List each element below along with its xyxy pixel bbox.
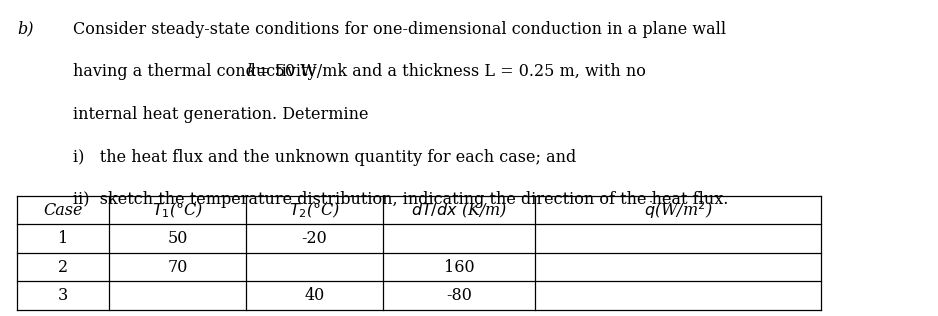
Text: ii)  sketch the temperature distribution, indicating the direction of the heat f: ii) sketch the temperature distribution,… (73, 191, 729, 208)
Text: $T_1$(°C): $T_1$(°C) (152, 200, 204, 220)
Text: $T_2$(°C): $T_2$(°C) (289, 200, 340, 220)
Text: Case: Case (43, 202, 83, 219)
Text: 70: 70 (168, 258, 188, 276)
Text: $dT/dx$ (K/m): $dT/dx$ (K/m) (411, 201, 507, 220)
Text: 40: 40 (304, 287, 325, 304)
Text: 1: 1 (58, 230, 68, 247)
Text: having a thermal conductivity: having a thermal conductivity (73, 63, 322, 80)
Text: Consider steady-state conditions for one-dimensional conduction in a plane wall: Consider steady-state conditions for one… (73, 21, 726, 38)
Text: internal heat generation. Determine: internal heat generation. Determine (73, 106, 369, 123)
Text: -80: -80 (446, 287, 472, 304)
Text: -20: -20 (301, 230, 327, 247)
Text: k: k (246, 63, 256, 80)
Text: i)   the heat flux and the unknown quantity for each case; and: i) the heat flux and the unknown quantit… (73, 149, 577, 166)
Text: 3: 3 (58, 287, 68, 304)
Text: 160: 160 (444, 258, 475, 276)
Text: $\dot{q}$(W/m$^2$): $\dot{q}$(W/m$^2$) (643, 199, 712, 221)
Text: = 50 W/mk and a thickness L = 0.25 m, with no: = 50 W/mk and a thickness L = 0.25 m, wi… (251, 63, 646, 80)
Text: 2: 2 (58, 258, 68, 276)
Text: 50: 50 (168, 230, 188, 247)
Text: b): b) (17, 21, 34, 38)
